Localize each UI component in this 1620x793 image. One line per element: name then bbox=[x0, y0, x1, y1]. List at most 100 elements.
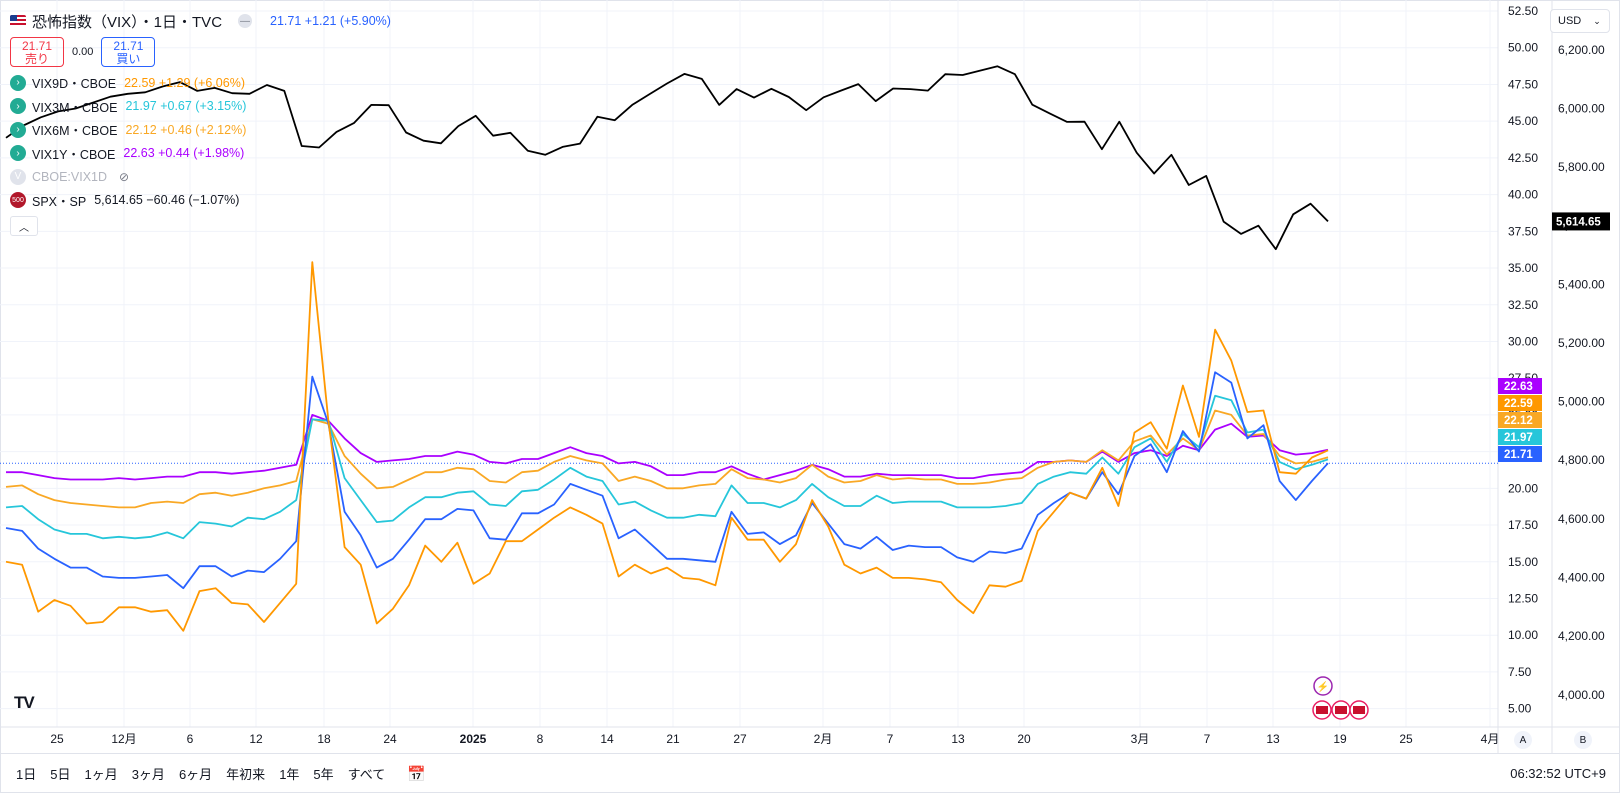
y-right-tick-label: 4,000.00 bbox=[1558, 688, 1605, 702]
legend-series-name: VIX9D・CBOE bbox=[32, 77, 117, 92]
legend-series-value: 22.59 +1.29 (+6.06%) bbox=[124, 75, 245, 90]
x-tick-label: 25 bbox=[50, 732, 64, 746]
currency-select[interactable]: USD ⌄ bbox=[1550, 9, 1610, 33]
legend-row-vix6m[interactable]: › VIX6M・CBOE 22.12 +0.46 (+2.12%) bbox=[10, 118, 391, 142]
x-tick-label: 18 bbox=[317, 732, 331, 746]
y-right-tick-label: 5,800.00 bbox=[1558, 160, 1605, 174]
spx-last-value-bg bbox=[1552, 212, 1610, 231]
buy-button[interactable]: 21.71 買い bbox=[101, 37, 156, 67]
legend-series-value: 22.12 +0.46 (+2.12%) bbox=[125, 122, 247, 137]
range-5y-button[interactable]: 5年 bbox=[313, 767, 334, 782]
spread-value: 0.00 bbox=[72, 46, 94, 58]
series-visible-icon[interactable]: › bbox=[10, 145, 26, 162]
buy-label: 買い bbox=[116, 52, 141, 66]
tradingview-logo[interactable]: TV bbox=[14, 693, 35, 712]
range-3m-button[interactable]: 3ヶ月 bbox=[131, 767, 165, 782]
series-visible-icon[interactable]: › bbox=[10, 98, 26, 115]
y-right-tick-label: 5,400.00 bbox=[1558, 277, 1605, 291]
spx-last-value-label: 5,614.65 bbox=[1556, 216, 1601, 228]
legend-row-vix3m[interactable]: › VIX3M・CBOE 21.97 +0.67 (+3.15%) bbox=[10, 95, 391, 119]
series-line-vix1y bbox=[6, 413, 1329, 481]
last-value-label-bg bbox=[1498, 378, 1542, 394]
x-tick-label: 2025 bbox=[460, 732, 487, 746]
legend-series-name: SPX・SP bbox=[32, 194, 87, 209]
y-left-tick-label: 15.00 bbox=[1508, 555, 1538, 569]
bottom-toolbar: 1日 5日 1ヶ月 3ヶ月 6ヶ月 年初来 1年 5年 すべて 📅 06:32:… bbox=[0, 753, 1620, 793]
legend-series-name: VIX1Y・CBOE bbox=[32, 147, 116, 162]
last-value-label-bg bbox=[1498, 429, 1542, 445]
legend-series-value: 5,614.65 −60.46 (−1.07%) bbox=[94, 193, 240, 208]
series-line-vix bbox=[5, 371, 1329, 590]
y-left-tick-label: 32.50 bbox=[1508, 298, 1538, 312]
range-1y-button[interactable]: 1年 bbox=[279, 767, 300, 782]
x-tick-label: 6 bbox=[187, 732, 194, 746]
chevron-down-icon: ⌄ bbox=[1593, 15, 1601, 26]
last-value-label-bg bbox=[1498, 412, 1542, 428]
clock[interactable]: 06:32:52 UTC+9 bbox=[1510, 766, 1606, 781]
y-left-tick-label: 20.00 bbox=[1508, 481, 1538, 495]
y-left-tick-label: 7.50 bbox=[1508, 665, 1532, 679]
chart-legend: 恐怖指数（VIX）・1日・TVC — 21.71 +1.21 (+5.90%) … bbox=[10, 10, 391, 236]
y-left-tick-label: 50.00 bbox=[1508, 41, 1538, 55]
series-visible-icon[interactable]: › bbox=[10, 121, 26, 138]
x-tick-label: 19 bbox=[1333, 732, 1347, 746]
x-tick-label: 7 bbox=[887, 732, 894, 746]
right-scale-button[interactable]: B bbox=[1574, 731, 1592, 749]
range-6m-button[interactable]: 6ヶ月 bbox=[178, 767, 213, 782]
series-line-vix3m bbox=[5, 394, 1329, 540]
last-value-label: 22.59 bbox=[1504, 398, 1533, 410]
y-left-tick-label: 35.00 bbox=[1508, 261, 1538, 275]
legend-series-name: CBOE:VIX1D bbox=[32, 169, 108, 184]
range-1d-button[interactable]: 1日 bbox=[16, 767, 37, 782]
x-tick-label: 27 bbox=[733, 732, 747, 746]
range-all-button[interactable]: すべて bbox=[347, 767, 386, 782]
x-tick-label: 24 bbox=[383, 732, 397, 746]
spx-badge-icon: 500 bbox=[10, 192, 26, 209]
series-hidden-icon[interactable]: V bbox=[10, 168, 26, 185]
event-flag-stripe bbox=[1335, 706, 1347, 714]
series-line-vix9d bbox=[5, 261, 1329, 632]
lightning-glyph: ⚡ bbox=[1317, 680, 1329, 693]
series-legend-list: › VIX9D・CBOE 22.59 +1.29 (+6.06%) › VIX3… bbox=[10, 71, 391, 212]
y-left-tick-label: 42.50 bbox=[1508, 151, 1538, 165]
y-left-tick-label: 5.00 bbox=[1508, 702, 1532, 716]
series-line-vix6m bbox=[5, 409, 1329, 509]
legend-row-vix1y[interactable]: › VIX1Y・CBOE 22.63 +0.44 (+1.98%) bbox=[10, 142, 391, 166]
event-flag-stripe bbox=[1353, 706, 1365, 714]
calendar-icon[interactable]: 📅 bbox=[407, 765, 426, 783]
x-tick-label: 4月 bbox=[1481, 732, 1500, 746]
x-tick-label: 20 bbox=[1017, 732, 1031, 746]
y-right-tick-label: 4,600.00 bbox=[1558, 512, 1605, 526]
range-5d-button[interactable]: 5日 bbox=[50, 767, 71, 782]
buy-price: 21.71 bbox=[113, 39, 144, 53]
event-lightning-icon bbox=[1313, 676, 1333, 696]
auto-scale-button[interactable]: A bbox=[1514, 731, 1532, 749]
currency-label: USD bbox=[1558, 15, 1582, 27]
series-line-spx bbox=[5, 65, 1329, 251]
y-right-tick-label: 4,800.00 bbox=[1558, 453, 1605, 467]
y-left-tick-label: 17.50 bbox=[1508, 518, 1538, 532]
y-right-tick-label: 4,400.00 bbox=[1558, 570, 1605, 584]
range-ytd-button[interactable]: 年初来 bbox=[226, 767, 266, 782]
legend-row-vix1d[interactable]: V CBOE:VIX1D ⊘ bbox=[10, 165, 391, 189]
x-tick-label: 2月 bbox=[814, 732, 833, 746]
collapse-legend-button[interactable]: ︿ bbox=[10, 216, 38, 236]
more-options-icon[interactable]: — bbox=[238, 14, 253, 28]
x-tick-label: 13 bbox=[1266, 732, 1280, 746]
series-visible-icon[interactable]: › bbox=[10, 74, 26, 91]
event-flag-stripe bbox=[1316, 706, 1328, 714]
symbol-title[interactable]: 恐怖指数（VIX）・1日・TVC bbox=[32, 13, 223, 31]
x-tick-label: 12月 bbox=[111, 732, 136, 746]
x-tick-label: 8 bbox=[537, 732, 544, 746]
x-tick-label: 21 bbox=[666, 732, 680, 746]
legend-row-spx[interactable]: 500 SPX・SP 5,614.65 −60.46 (−1.07%) bbox=[10, 189, 391, 213]
sell-button[interactable]: 21.71 売り bbox=[10, 37, 64, 67]
range-1m-button[interactable]: 1ヶ月 bbox=[84, 767, 118, 782]
last-value-label: 22.63 bbox=[1504, 381, 1533, 393]
eye-slash-icon[interactable]: ⊘ bbox=[119, 169, 130, 184]
x-tick-label: 12 bbox=[249, 732, 263, 746]
x-tick-label: 7 bbox=[1204, 732, 1211, 746]
legend-row-vix9d[interactable]: › VIX9D・CBOE 22.59 +1.29 (+6.06%) bbox=[10, 71, 391, 95]
y-left-tick-label: 52.50 bbox=[1508, 4, 1538, 18]
